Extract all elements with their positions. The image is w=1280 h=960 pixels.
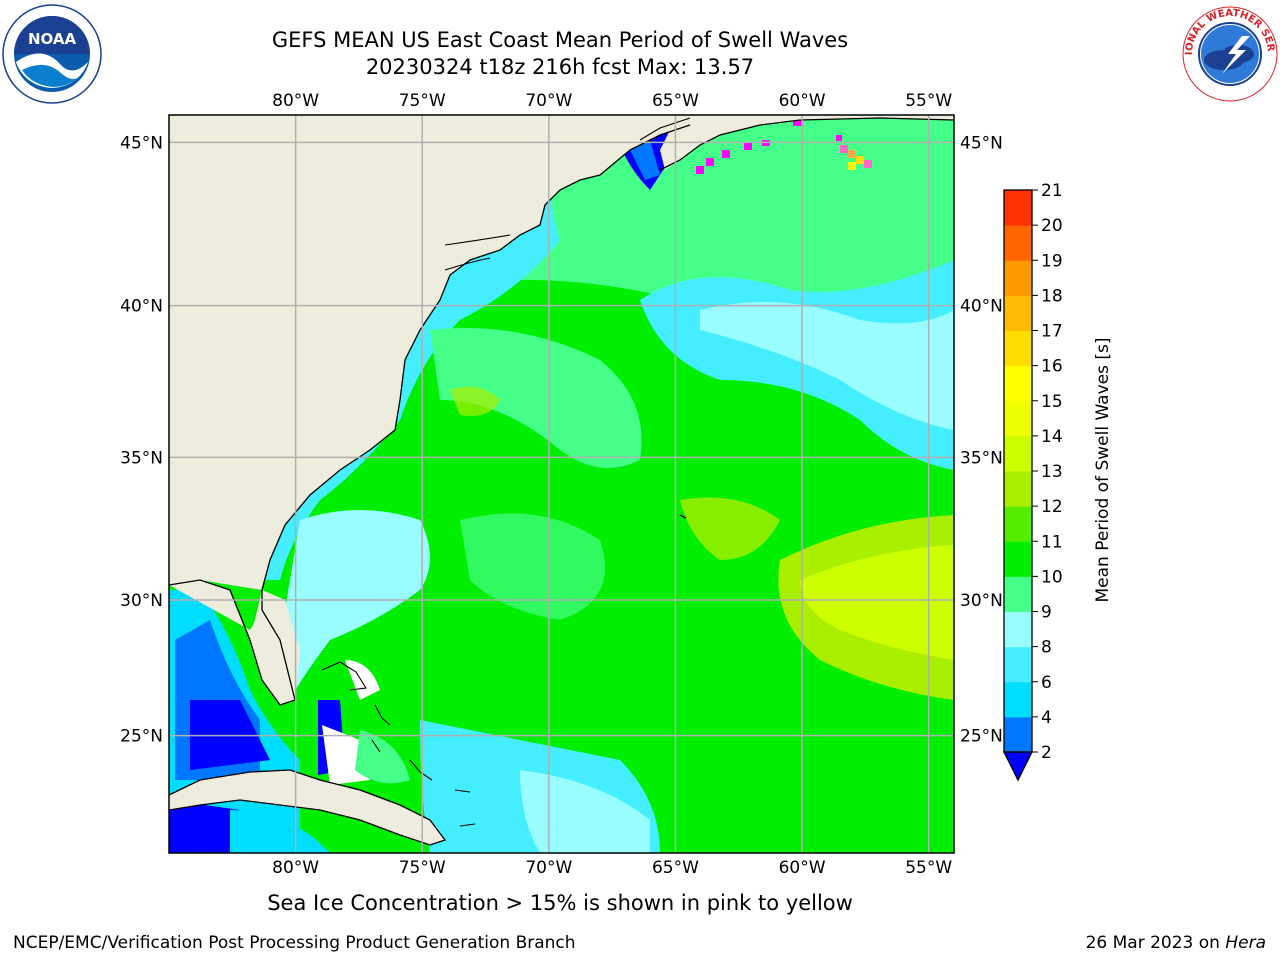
colorbar-tick-label: 15 [1041, 392, 1063, 412]
lat-tick-label: 30°N [120, 591, 163, 611]
lon-tick-label: 65°W [652, 91, 699, 111]
colorbar-tick-label: 16 [1041, 357, 1063, 377]
map-frame [168, 114, 955, 854]
lon-tick-label: 65°W [652, 858, 699, 878]
chart-subtitle: 20230324 t18z 216h fcst Max: 13.57 [365, 55, 755, 79]
lon-tick-label: 55°W [905, 858, 952, 878]
colorbar-tick-label: 20 [1041, 216, 1063, 236]
map-field [169, 115, 954, 853]
colorbar-box [1004, 506, 1032, 542]
colorbar-boxes [1004, 190, 1032, 753]
sea-ice-note: Sea Ice Concentration > 15% is shown in … [267, 891, 853, 915]
colorbar-box [1004, 400, 1032, 437]
lon-tick-label: 80°W [272, 858, 319, 878]
colorbar-tick-label: 17 [1041, 322, 1063, 342]
colorbar-tick-label: 6 [1041, 673, 1052, 693]
colorbar-tick-label: 2 [1041, 743, 1052, 763]
colorbar-tick-label: 10 [1041, 567, 1063, 587]
colorbar-box [1004, 260, 1032, 296]
colorbar-box [1004, 471, 1032, 507]
colorbar-box [1004, 435, 1032, 472]
colorbar-box [1004, 365, 1032, 402]
map-gridlines [169, 115, 954, 853]
colorbar-tick-label: 18 [1041, 286, 1063, 306]
colorbar-tick-label: 11 [1041, 532, 1063, 552]
colorbar-tick-label: 12 [1041, 497, 1063, 517]
lon-tick-label: 55°W [905, 91, 952, 111]
noaa-logo: NOAA [2, 4, 102, 104]
lat-tick-labels-left: 45°N 40°N 35°N 30°N 25°N [120, 133, 163, 746]
lon-tick-labels-bottom: 80°W 75°W 70°W 65°W 60°W 55°W [272, 858, 952, 878]
colorbar-tick-label: 8 [1041, 638, 1052, 658]
colorbar-box [1004, 190, 1032, 226]
footer-credit: NCEP/EMC/Verification Post Processing Pr… [13, 933, 576, 953]
lon-tick-label: 60°W [779, 858, 826, 878]
colorbar-tick-label: 13 [1041, 462, 1063, 482]
lat-tick-label: 40°N [120, 297, 163, 317]
lon-tick-labels-top: 80°W 75°W 70°W 65°W 60°W 55°W [272, 91, 952, 111]
colorbar-tick-label: 19 [1041, 251, 1063, 271]
lat-tick-label: 25°N [960, 727, 1003, 747]
lat-tick-label: 25°N [120, 727, 163, 747]
colorbar-box [1004, 330, 1032, 367]
lat-tick-label: 45°N [120, 133, 163, 153]
footer-date-text: 26 Mar 2023 on [1085, 933, 1226, 953]
colorbar-tick-label: 4 [1041, 708, 1052, 728]
nws-logo: NATIONAL WEATHER SERVICE [1180, 4, 1278, 102]
colorbar-under-arrow [1002, 751, 1034, 782]
lat-tick-label: 45°N [960, 133, 1003, 153]
colorbar-box [1004, 646, 1032, 683]
colorbar-tick-label: 21 [1041, 181, 1063, 201]
colorbar-tick-labels: 2 4 6 8 9 10 11 12 13 14 15 16 17 18 19 20 21 [1032, 181, 1063, 763]
colorbar-box [1004, 225, 1032, 261]
lon-tick-label: 70°W [525, 91, 572, 111]
lat-tick-labels-right: 45°N 40°N 35°N 30°N 25°N [960, 133, 1003, 746]
colorbar-tick-label: 9 [1041, 603, 1052, 623]
lon-tick-label: 75°W [399, 858, 446, 878]
chart-title: GEFS MEAN US East Coast Mean Period of S… [271, 28, 849, 52]
lon-tick-label: 60°W [779, 91, 826, 111]
colorbar-box [1004, 611, 1032, 648]
lon-tick-label: 80°W [272, 91, 319, 111]
colorbar: 2 4 6 8 9 10 11 12 13 14 15 16 17 18 19 20 21 Mean Perio… [1002, 181, 1113, 782]
colorbar-box [1004, 716, 1032, 753]
colorbar-box [1004, 541, 1032, 577]
lat-tick-label: 40°N [960, 297, 1003, 317]
lat-tick-label: 35°N [960, 448, 1003, 468]
colorbar-box [1004, 681, 1032, 718]
colorbar-box [1004, 295, 1032, 331]
lon-tick-label: 75°W [399, 91, 446, 111]
noaa-logo-text: NOAA [28, 30, 77, 48]
colorbar-label: Mean Period of Swell Waves [s] [1093, 338, 1113, 603]
lat-tick-label: 30°N [960, 591, 1003, 611]
colorbar-box [1004, 576, 1032, 612]
lon-tick-label: 70°W [525, 858, 572, 878]
colorbar-tick-label: 14 [1041, 427, 1063, 447]
footer-host: Hera [1225, 933, 1266, 953]
footer-date: 26 Mar 2023 on Hera [1086, 932, 1266, 954]
lat-tick-label: 35°N [120, 448, 163, 468]
